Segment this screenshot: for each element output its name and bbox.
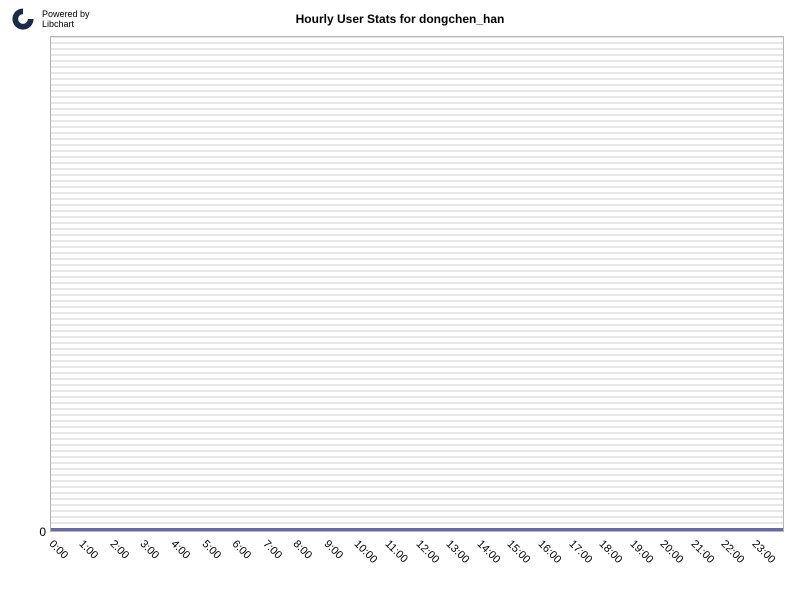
- x-tick-label: 15:00: [505, 538, 533, 566]
- x-tick-label: 20:00: [658, 538, 686, 566]
- x-tick-label: 8:00: [291, 538, 315, 562]
- chart-border: [50, 36, 784, 532]
- x-tick-label: 23:00: [750, 538, 778, 566]
- chart-plot-area: [50, 36, 784, 532]
- x-tick-label: 21:00: [688, 538, 716, 566]
- x-tick-label: 7:00: [260, 538, 284, 562]
- x-tick-label: 6:00: [230, 538, 254, 562]
- x-tick-label: 16:00: [535, 538, 563, 566]
- x-tick-label: 11:00: [383, 538, 410, 565]
- x-tick-label: 2:00: [107, 538, 131, 562]
- x-tick-label: 4:00: [168, 538, 192, 562]
- chart-container: { "branding": { "powered_by_line1": "Pow…: [0, 0, 800, 600]
- x-tick-label: 3:00: [138, 538, 162, 562]
- x-tick-label: 14:00: [474, 538, 502, 566]
- x-tick-label: 12:00: [413, 538, 441, 566]
- x-tick-label: 19:00: [627, 538, 655, 566]
- y-tick-label: 0: [32, 525, 46, 539]
- x-tick-label: 13:00: [444, 538, 472, 566]
- x-tick-label: 1:00: [77, 538, 101, 562]
- x-axis-labels: 0:00 1:002:00 3:004:00 5:00 6:007:00 8:009:00…: [0, 538, 800, 598]
- x-tick-label: 17:00: [566, 538, 594, 566]
- x-tick-label: 18:00: [597, 538, 625, 566]
- x-tick-label: 5:00: [199, 538, 223, 562]
- x-tick-label: 10:00: [352, 538, 380, 566]
- x-tick-label: 9:00: [321, 538, 345, 562]
- x-tick-label: 0:00: [46, 538, 70, 562]
- x-tick-label: 22:00: [719, 538, 747, 566]
- chart-title: Hourly User Stats for dongchen_han: [0, 12, 800, 26]
